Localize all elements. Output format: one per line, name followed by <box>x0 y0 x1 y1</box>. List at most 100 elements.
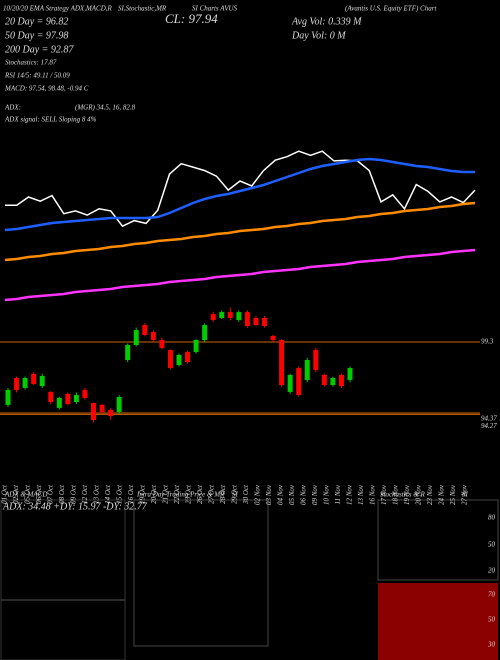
x-tick-label: 05 Nov <box>288 484 296 505</box>
x-tick-label: 09 Oct <box>70 484 78 504</box>
ma-text: 50 Day = 97.98 <box>5 30 68 41</box>
header-text: SI Charts AVUS <box>192 5 238 13</box>
header-text: (Avantis U.S. Equity ETF) Chart <box>345 5 437 13</box>
x-tick-label: 16 Oct <box>127 484 135 504</box>
x-tick-label: 05 Oct <box>24 484 32 504</box>
candle-body <box>56 397 62 408</box>
candle-body <box>304 360 310 380</box>
candle-body <box>22 377 28 388</box>
stoch-tick: 80 <box>488 514 496 522</box>
rsi-tick: 50 <box>488 616 496 624</box>
panel-title: Intra Day Trading Price & MR <box>136 491 225 499</box>
candle-body <box>167 350 173 369</box>
candle-body <box>82 389 88 398</box>
candle-body <box>65 393 71 405</box>
rsi-background <box>378 583 498 660</box>
x-tick-label: 04 Nov <box>277 484 285 505</box>
panel-title: Stochastics & R <box>380 491 425 499</box>
candle-body <box>227 312 233 318</box>
candle-body <box>14 377 20 390</box>
candle-body <box>296 368 302 395</box>
x-tick-label: 02 Nov <box>254 484 262 505</box>
ma-text: 200 Day = 92.87 <box>5 44 74 55</box>
header-text: 10/20/20 EMA Strategy ADX,MACD,R <box>3 5 113 13</box>
x-tick-label: 14 Oct <box>104 484 112 504</box>
stoch-tick: 50 <box>488 541 496 549</box>
candle-body <box>39 375 45 387</box>
adx-values: ADX: 34.48 +DY: 15.97 -DY: 32.77 <box>2 501 148 512</box>
candle-body <box>91 403 96 420</box>
x-tick-label: 19 Oct <box>139 484 147 504</box>
panel-frame <box>0 499 126 660</box>
x-tick-label: 23 Oct <box>185 484 193 504</box>
candle-body <box>330 377 336 386</box>
adx-text: ADX: <box>4 104 21 112</box>
ma-line <box>5 150 476 228</box>
x-tick-label: 30 Oct <box>242 484 250 505</box>
candle-body <box>31 373 37 385</box>
candle-body <box>176 354 182 366</box>
candle-body <box>347 368 353 380</box>
day-vol: Day Vol: 0 M <box>291 30 346 41</box>
x-tick-label: 16 Nov <box>369 484 377 505</box>
rsi-text: RSI 14/5: 49.11 / 50.09 <box>4 72 70 80</box>
x-tick-label: 20 Nov <box>415 484 423 505</box>
candle-body <box>133 330 139 346</box>
x-tick-label: 18 Nov <box>392 484 400 505</box>
close-text: CL: 97.94 <box>165 11 218 26</box>
x-tick-label: 10 Nov <box>323 484 331 505</box>
candle-body <box>270 335 276 340</box>
y-tick-label: 94.27 <box>481 422 497 430</box>
x-tick-label: 13 Nov <box>357 484 365 505</box>
x-tick-label: 06 Oct <box>35 484 43 504</box>
ma-line <box>4 248 476 302</box>
ma-text: 20 Day = 96.82 <box>5 16 68 27</box>
x-tick-label: 24 Nov <box>438 484 446 505</box>
stoch-tick: 20 <box>488 567 496 575</box>
avg-vol: Avg Vol: 0.339 M <box>291 16 362 27</box>
rsi-tick: 30 <box>487 641 496 649</box>
x-tick-label: 02 Oct <box>12 484 20 504</box>
candle-body <box>202 325 208 340</box>
candle-body <box>150 332 156 340</box>
candle-body <box>287 374 293 392</box>
x-tick-label: 06 Nov <box>300 484 308 505</box>
adx-text: (MGR) 34.5, 16, 82.8 <box>75 104 136 112</box>
candle-body <box>210 314 216 320</box>
x-tick-label: 29 Oct <box>231 484 239 504</box>
candle-body <box>5 389 11 405</box>
x-tick-label: 03 Nov <box>265 484 273 505</box>
candle-body <box>48 391 54 403</box>
x-tick-label: 27 Nov <box>461 484 469 505</box>
header-text: SI,Stochastic,MR <box>118 5 167 13</box>
x-tick-label: 15 Oct <box>116 484 124 504</box>
candle-body <box>108 409 114 416</box>
x-tick-label: 22 Oct <box>173 484 181 504</box>
panel-frame <box>133 499 269 647</box>
x-tick-label: 19 Nov <box>403 484 411 505</box>
macd-text: MACD: 97.54, 98.48, -0.94 C <box>4 85 89 93</box>
x-tick-label: 11 Nov <box>334 484 342 504</box>
candle-body <box>244 312 250 327</box>
panel-title: SI <box>232 491 239 499</box>
candle-body <box>142 325 148 335</box>
x-tick-label: 17 Nov <box>380 484 388 505</box>
candle-body <box>262 317 267 327</box>
x-tick-label: 01 Oct <box>1 484 9 504</box>
x-tick-label: 08 Oct <box>58 484 66 504</box>
x-tick-label: 12 Oct <box>81 484 89 504</box>
stoch-text: Stochastics: 17.87 <box>5 59 57 67</box>
candle-body <box>125 345 131 360</box>
x-tick-label: 23 Nov <box>426 484 434 505</box>
candle-body <box>236 312 242 320</box>
x-tick-label: 25 Nov <box>449 484 457 505</box>
candle-body <box>116 396 122 412</box>
x-tick-label: 27 Oct <box>208 484 216 504</box>
candle-body <box>185 351 191 363</box>
adx-signal: ADX signal: SELL Sloping 8 4% <box>4 116 97 124</box>
x-tick-label: 20 Oct <box>150 484 158 504</box>
x-tick-label: 13 Oct <box>93 484 101 504</box>
candle-body <box>313 350 319 370</box>
candle-body <box>253 317 259 326</box>
